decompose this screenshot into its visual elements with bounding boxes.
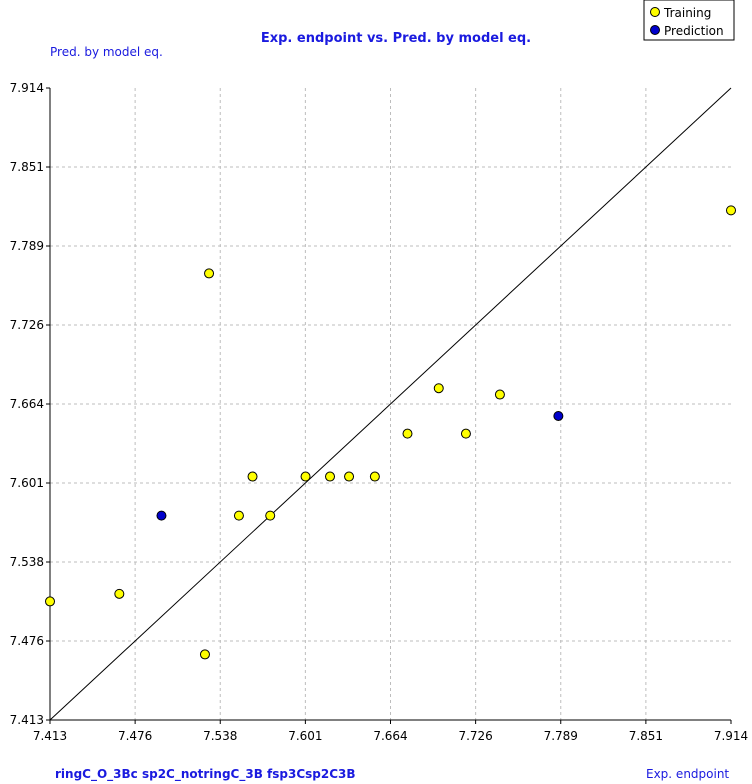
x-tick-label: 7.538: [203, 729, 237, 743]
plot-frame: [49, 87, 732, 721]
training-point: [460, 428, 471, 439]
y-tick-label: 7.538: [10, 555, 44, 569]
x-tick-label: 7.914: [714, 729, 748, 743]
identity-line: [49, 87, 732, 721]
training-point: [726, 205, 736, 216]
legend-label-prediction: Prediction: [664, 24, 724, 38]
data-points: [45, 205, 736, 660]
x-tick-label: 7.664: [373, 729, 407, 743]
training-point: [325, 471, 336, 482]
legend-label-training: Training: [663, 6, 711, 20]
y-tick-label: 7.476: [10, 634, 44, 648]
x-tick-label: 7.851: [629, 729, 663, 743]
y-tick-label: 7.664: [10, 397, 44, 411]
training-point: [344, 471, 355, 482]
legend: Training Prediction: [643, 0, 735, 41]
legend-marker-training: [650, 7, 660, 17]
descriptor-footer: ringC_O_3Bc sp2C_notringC_3B fsp3Csp2C3B: [55, 767, 356, 782]
training-point: [199, 649, 210, 660]
y-tick-label: 7.413: [10, 713, 44, 727]
training-point: [433, 383, 444, 394]
training-point: [369, 471, 380, 482]
training-point: [247, 471, 258, 482]
y-tick-label: 7.914: [10, 81, 44, 95]
training-point: [204, 268, 215, 279]
y-axis-label: Pred. by model eq.: [50, 45, 163, 59]
prediction-point: [553, 410, 564, 421]
x-tick-label: 7.789: [544, 729, 578, 743]
x-tick-label: 7.726: [458, 729, 492, 743]
x-tick-label: 7.476: [118, 729, 152, 743]
training-point: [114, 588, 125, 599]
x-axis-label: Exp. endpoint: [646, 767, 729, 781]
y-tick-label: 7.789: [10, 239, 44, 253]
legend-marker-prediction: [650, 25, 660, 35]
prediction-point: [156, 510, 167, 521]
y-tick-label: 7.601: [10, 476, 44, 490]
training-point: [233, 510, 244, 521]
training-point: [494, 389, 505, 400]
legend-box: [643, 0, 735, 41]
x-tick-label: 7.601: [288, 729, 322, 743]
tick-labels: 7.413 7.476 7.538 7.601 7.664 7.726 7.789 7.851…: [10, 81, 749, 743]
y-tick-label: 7.851: [10, 160, 44, 174]
chart-title: Exp. endpoint vs. Pred. by model eq.: [261, 31, 531, 46]
training-point: [300, 471, 311, 482]
y-tick-label: 7.726: [10, 318, 44, 332]
training-point: [45, 596, 55, 607]
x-tick-label: 7.413: [33, 729, 67, 743]
training-point: [265, 510, 276, 521]
training-point: [402, 428, 413, 439]
